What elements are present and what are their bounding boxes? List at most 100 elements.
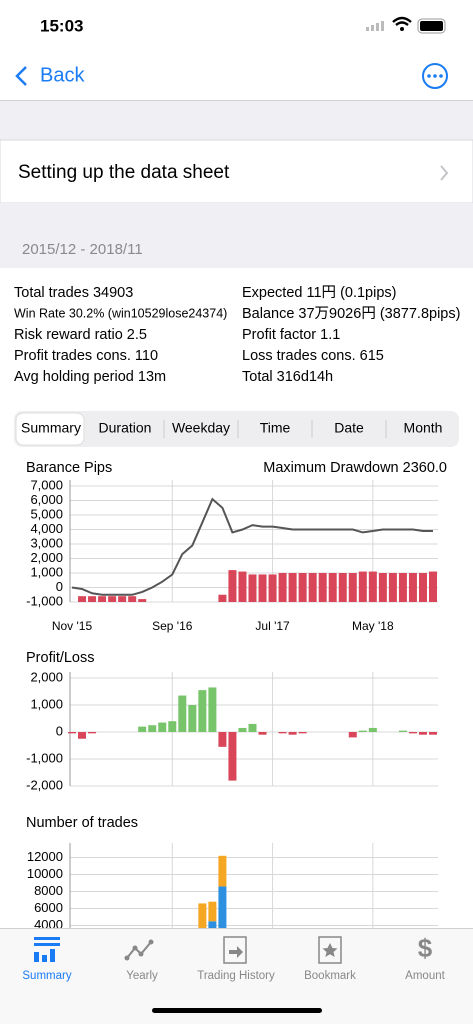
segmented-control xyxy=(14,411,459,447)
bar xyxy=(238,727,247,732)
y-tick-label: 2,000 xyxy=(30,669,63,684)
bar xyxy=(368,571,377,602)
stat: Win Rate 30.2% (win10529lose24374) xyxy=(14,306,227,320)
y-tick-label: 1,000 xyxy=(30,564,63,579)
bar xyxy=(118,596,127,602)
stat: Profit trades cons. 110 xyxy=(14,348,158,364)
bar xyxy=(418,732,427,735)
y-tick-label: -1,000 xyxy=(26,750,63,765)
section-gap xyxy=(0,203,473,268)
y-tick-label: 1,000 xyxy=(30,696,63,711)
tab-label[interactable]: Bookmark xyxy=(304,970,356,982)
y-tick-label: 6,000 xyxy=(30,492,63,507)
bar xyxy=(348,573,357,602)
bar xyxy=(298,732,307,734)
more-button[interactable] xyxy=(422,63,448,89)
bar-segment xyxy=(208,921,217,928)
bar xyxy=(138,599,147,602)
bar xyxy=(429,571,437,602)
bar xyxy=(418,573,427,602)
status-time: 15:03 xyxy=(40,16,83,35)
x-tick-label: Nov '15 xyxy=(52,619,93,633)
bar xyxy=(218,732,227,747)
bar xyxy=(278,573,287,602)
chart-title: Profit/Loss xyxy=(26,650,95,666)
bar xyxy=(338,573,347,602)
bar xyxy=(328,573,337,602)
bar xyxy=(288,732,297,735)
tab-label[interactable]: Summary xyxy=(22,970,71,982)
stat: Total 316d14h xyxy=(242,369,333,385)
y-tick-label: 10000 xyxy=(27,866,63,881)
bar xyxy=(388,573,397,602)
stat: Loss trades cons. 615 xyxy=(242,348,384,364)
bar xyxy=(168,721,177,732)
tab-labels: Summary Yearly Trading History Bookmark Amou… xyxy=(22,970,445,982)
bar xyxy=(429,732,437,735)
back-label[interactable]: Back xyxy=(40,64,85,86)
tab-icon-amount: $ xyxy=(418,933,433,963)
bar xyxy=(218,594,227,602)
bar xyxy=(98,596,107,602)
tab-label[interactable]: Amount xyxy=(405,970,445,982)
tab-icon-history xyxy=(223,936,247,964)
bar xyxy=(258,732,267,735)
segments: Summary Duration Weekday Time Date Month xyxy=(21,420,442,438)
bar xyxy=(178,695,187,732)
stat: Expected 11円 (0.1pips) xyxy=(242,285,396,301)
home-indicator xyxy=(152,1008,322,1013)
bar xyxy=(108,596,117,602)
bar xyxy=(128,596,137,602)
bar xyxy=(348,732,357,738)
bar xyxy=(298,573,307,602)
tab-label[interactable]: Yearly xyxy=(126,970,158,982)
segment-label[interactable]: Month xyxy=(404,420,443,436)
bar xyxy=(248,574,257,602)
bar xyxy=(78,732,87,739)
bar-segment xyxy=(218,886,227,928)
y-tick-label: 0 xyxy=(56,579,63,594)
chart-annotation: Maximum Drawdown 2360.0 xyxy=(263,460,447,476)
period: 2015/12 - 2018/11 xyxy=(22,241,143,258)
y-tick-label: 0 xyxy=(56,723,63,738)
stat: Risk reward ratio 2.5 xyxy=(14,327,147,343)
menu-row-label[interactable]: Setting up the data sheet xyxy=(18,162,230,183)
x-tick-label: May '18 xyxy=(352,619,394,633)
segment-label[interactable]: Time xyxy=(260,420,291,436)
bar xyxy=(358,571,367,602)
bar xyxy=(148,725,157,732)
section-gap xyxy=(0,100,473,140)
bar xyxy=(288,573,297,602)
bar xyxy=(408,573,417,602)
bar xyxy=(248,723,257,732)
back-button[interactable]: Back xyxy=(15,64,85,86)
segment-label[interactable]: Date xyxy=(334,420,364,436)
y-tick-label: -2,000 xyxy=(26,777,63,792)
segment-label[interactable]: Weekday xyxy=(172,420,230,436)
bar xyxy=(228,570,237,602)
tab-label[interactable]: Trading History xyxy=(197,970,275,982)
bars xyxy=(198,855,227,928)
bar xyxy=(278,732,287,734)
bar xyxy=(308,573,317,602)
bar xyxy=(228,732,237,781)
y-tick-label: 5,000 xyxy=(30,506,63,521)
y-tick-label: 8000 xyxy=(34,883,63,898)
tab-icon-bookmark xyxy=(318,936,342,964)
bar xyxy=(78,596,87,602)
bar xyxy=(258,574,267,602)
menu-row[interactable]: Setting up the data sheet xyxy=(0,139,473,204)
stat: Profit factor 1.1 xyxy=(242,327,340,343)
y-tick-label: 3,000 xyxy=(30,535,63,550)
bar xyxy=(198,690,207,732)
y-tick-label: 7,000 xyxy=(30,477,63,492)
bar xyxy=(368,727,377,732)
bar xyxy=(68,732,76,734)
segment-label[interactable]: Duration xyxy=(99,420,152,436)
segment-label[interactable]: Summary xyxy=(21,420,81,436)
bar xyxy=(318,573,327,602)
bar-segment xyxy=(198,903,207,928)
bar xyxy=(208,687,217,732)
bar xyxy=(378,573,387,602)
